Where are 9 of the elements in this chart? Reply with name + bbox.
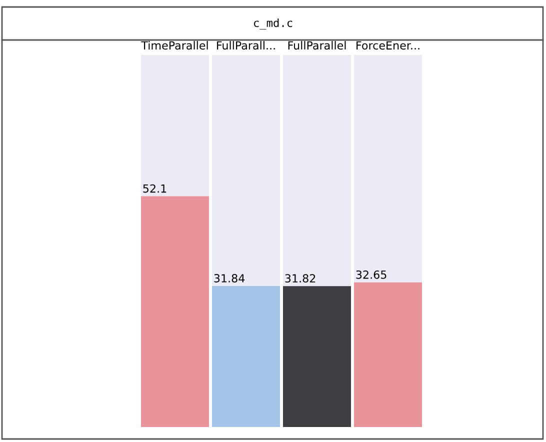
x-tick-label: FullParall... [217,41,275,50]
data-label: 31.82 [285,274,316,283]
chart-title: c_md.c [254,18,292,30]
data-label: 32.65 [356,270,386,279]
data-label: 52.1 [143,184,166,193]
x-tick-label: FullParallel [288,41,346,50]
data-label: 31.84 [214,274,245,282]
x-tick-label: ForceEner... [356,41,420,50]
x-tick-label: TimeParallel [141,41,208,50]
